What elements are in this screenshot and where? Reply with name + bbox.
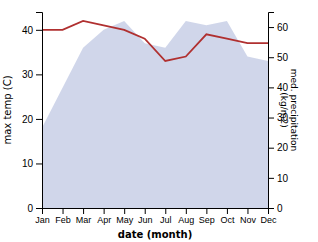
- y2-tick-mark: [268, 148, 274, 149]
- x-tick: Aug: [178, 208, 194, 225]
- y2-tick: 50: [268, 52, 289, 63]
- y2-tick: 0: [268, 203, 283, 214]
- y2-tick: 10: [268, 173, 289, 184]
- x-tick: Nov: [240, 208, 257, 225]
- y-axis-title: max temp (C): [2, 75, 13, 144]
- y-tick-mark: [36, 30, 42, 31]
- y-tick-label: 0: [27, 203, 33, 214]
- x-tick-mark: [247, 208, 248, 214]
- y2-axis-title-line: med. precipitation: [289, 69, 299, 151]
- y2-tick-label: 10: [277, 173, 289, 184]
- y2-tick-mark: [268, 118, 274, 119]
- y2-tick-mark: [268, 57, 274, 58]
- x-tick-label: Jun: [138, 215, 153, 225]
- x-tick-label: Sep: [199, 215, 215, 225]
- x-tick-label: Oct: [220, 215, 235, 225]
- x-tick-mark: [227, 208, 228, 214]
- y2-tick: 60: [268, 22, 289, 33]
- y-tick: 30: [22, 69, 42, 80]
- y2-tick-label: 50: [277, 52, 289, 63]
- x-tick-mark: [104, 208, 105, 214]
- x-tick-mark: [63, 208, 64, 214]
- y2-tick-mark: [268, 178, 274, 179]
- x-tick: Jun: [138, 208, 153, 225]
- x-tick: Dec: [260, 208, 277, 225]
- x-tick-mark: [145, 208, 146, 214]
- x-tick-mark: [83, 208, 84, 214]
- x-tick-label: Apr: [97, 215, 111, 225]
- x-tick-mark: [42, 208, 43, 214]
- y2-tick-mark: [268, 27, 274, 28]
- y-axis-line: [36, 13, 43, 209]
- marks: [42, 21, 268, 208]
- x-tick-label: Mar: [76, 215, 92, 225]
- line: [42, 21, 268, 61]
- y-tick-mark: [36, 163, 42, 164]
- x-tick-label: Nov: [240, 215, 257, 225]
- x-axis-line: [43, 209, 269, 215]
- x-tick-mark: [124, 208, 125, 214]
- y-tick: 0: [27, 203, 42, 214]
- x-tick-mark: [206, 208, 207, 214]
- chart: 0102030400102030405060JanFebMarAprMayJun…: [0, 0, 318, 242]
- x-tick-label: Aug: [178, 215, 194, 225]
- y-tick-mark: [36, 119, 42, 120]
- x-tick-label: Jan: [35, 215, 50, 225]
- x-tick-label: Dec: [260, 215, 277, 225]
- y-tick-mark: [36, 74, 42, 75]
- y2-axis-title-line: (kg/m2): [279, 92, 289, 127]
- x-axis-title: date (month): [118, 229, 192, 240]
- x-tick: Mar: [76, 208, 92, 225]
- x-tick-mark: [268, 208, 269, 214]
- x-tick: Apr: [97, 208, 111, 225]
- y2-tick-mark: [268, 87, 274, 88]
- x-tick: Jan: [35, 208, 50, 225]
- y-tick-mark: [36, 208, 42, 209]
- y2-tick-label: 0: [277, 203, 283, 214]
- y-tick-label: 30: [22, 69, 34, 80]
- x-axis: Jan Feb Mar Apr May Jun Jul Aug Sep Oct NovDec: [35, 208, 277, 225]
- y-tick-label: 40: [22, 25, 34, 36]
- y2-axis-line: [269, 13, 275, 209]
- y-tick: 40: [22, 25, 42, 36]
- x-tick-label: Feb: [55, 215, 71, 225]
- x-tick: May: [116, 208, 134, 225]
- y2-tick-label: 60: [277, 22, 289, 33]
- area: [42, 21, 268, 208]
- y-tick: 20: [22, 114, 42, 125]
- y2-tick-label: 20: [277, 142, 289, 153]
- y-tick-label: 10: [22, 158, 34, 169]
- y-axis: 0 10 20 30 40: [22, 13, 43, 214]
- y-tick: 10: [22, 158, 42, 169]
- x-tick: Jul: [160, 208, 172, 225]
- x-tick-label: May: [116, 215, 134, 225]
- x-tick: Feb: [55, 208, 71, 225]
- x-tick: Oct: [220, 208, 235, 225]
- x-tick-label: Jul: [160, 215, 172, 225]
- x-tick: Sep: [199, 208, 215, 225]
- y2-tick: 20: [268, 142, 289, 153]
- y-tick-label: 20: [22, 114, 34, 125]
- y2-axis-title: med. precipitation(kg/m2): [279, 69, 299, 151]
- x-tick-mark: [186, 208, 187, 214]
- y2-axis: 0102030405060: [268, 13, 289, 214]
- plot: 0102030400102030405060JanFebMarAprMayJun…: [22, 13, 289, 226]
- x-tick-mark: [165, 208, 166, 214]
